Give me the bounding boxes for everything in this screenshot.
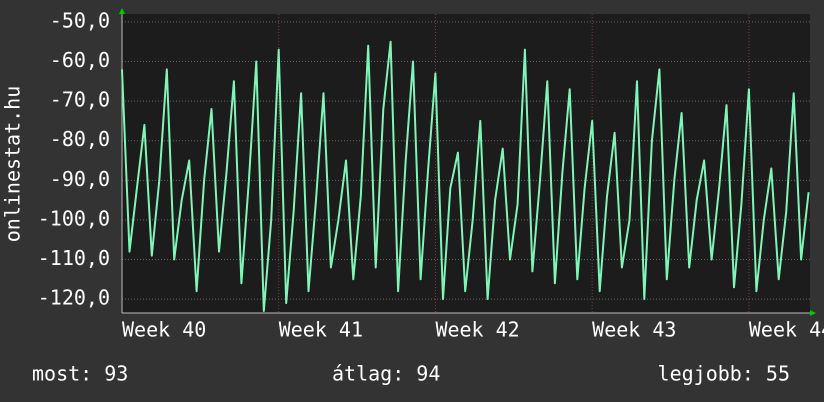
x-tick-label: Week 44 [749,318,824,342]
y-tick-label: -90,0 [50,167,110,191]
y-tick-label: -110,0 [38,246,110,270]
plot-area [122,14,810,313]
axis-arrow [810,310,816,316]
stat-current: most: 93 [32,362,128,386]
x-tick-label: Week 42 [435,318,519,342]
x-tick-label: Week 40 [122,318,206,342]
y-tick-label: -60,0 [50,48,110,72]
y-tick-label: -50,0 [50,8,110,32]
y-tick-label: -80,0 [50,127,110,151]
y-tick-label: -100,0 [38,206,110,230]
data-line [121,40,810,312]
y-axis-label: onlinestat.hu [1,86,25,243]
y-tick-label: -70,0 [50,88,110,112]
stat-best: legjobb: 55 [658,362,790,386]
stat-average: átlag: 94 [332,362,440,386]
y-tick-label: -120,0 [38,286,110,310]
x-tick-label: Week 41 [279,318,363,342]
axis-arrow [119,8,125,14]
x-tick-label: Week 43 [592,318,676,342]
